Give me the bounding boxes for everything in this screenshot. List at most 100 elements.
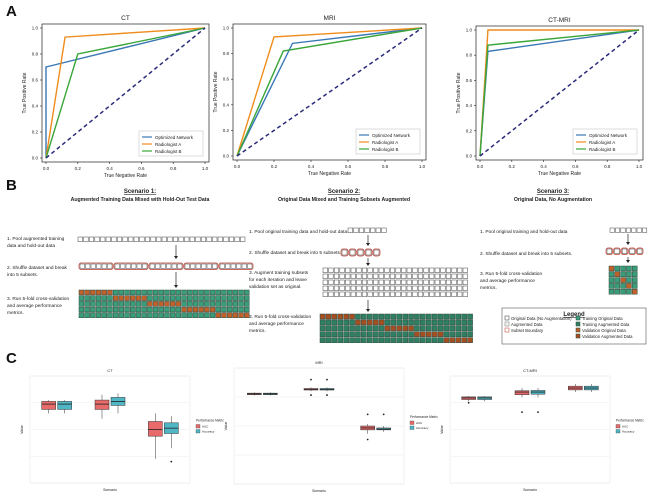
data-square [116,236,123,242]
legend-b-label: Training Augmented Data [582,322,630,327]
training-cell [361,331,367,338]
training-cell [152,312,159,318]
training-cell [175,295,182,301]
data-square [328,285,334,291]
validation-cell [198,306,204,313]
training-cell [396,331,403,338]
data-square [631,227,637,233]
step-text: metrics. [249,328,266,334]
data-square [367,285,373,291]
training-cell [455,313,462,320]
data-square [356,285,362,291]
box-title: CT [107,368,113,373]
training-cell [158,306,164,313]
validation-cell [147,301,153,307]
training-cell [112,301,119,307]
y-tick-label: 0.4 [32,104,39,109]
data-square [125,263,131,269]
subset-boundary [613,247,621,255]
data-square [451,267,457,273]
data-square [206,263,212,269]
data-square [417,279,424,285]
training-cell [420,337,426,343]
training-cell [124,289,130,296]
training-cell [147,289,153,296]
y-tick-label: 0.4 [466,103,473,108]
data-square [328,267,334,273]
validation-cell [192,306,199,313]
box-legend-swatch [195,429,201,434]
y-axis-label: True Positive Rate [456,72,462,113]
training-cell [378,313,385,320]
box-legend-title: Performance Metric [196,419,224,423]
arrow-head [366,243,370,246]
data-square [440,291,446,297]
subset-boundary [356,248,365,257]
training-cell [396,313,403,320]
scenario-subtitle: Augmented Training Data Mixed with Hold-… [71,197,210,203]
data-square [85,263,91,269]
y-tick-label: 1.0 [223,26,230,31]
data-square [429,273,435,279]
training-cell [158,295,164,301]
data-square [429,279,435,285]
training-cell [631,283,638,289]
step-text: 1. Pool original training data and hold-… [249,229,347,235]
validation-cell [209,306,216,313]
training-cell [361,325,367,332]
training-cell [169,312,176,318]
data-square [166,263,172,269]
training-cell [95,301,102,307]
data-square [440,267,446,273]
data-square [333,267,340,273]
data-square [339,285,345,291]
data-square [94,236,100,242]
training-cell [84,301,90,307]
legend-b-swatch [575,321,581,327]
data-square [462,273,468,279]
training-cell [467,319,473,326]
data-square [412,279,418,285]
data-square [412,291,418,297]
legend-b-label: Subset Boundary [511,328,544,333]
data-square [322,291,328,297]
training-cell [319,319,326,326]
training-cell [141,301,147,307]
outlier-point [326,378,328,381]
training-cell [141,306,147,313]
training-cell [215,289,221,296]
box-legend-title: Performance Metric [616,419,644,423]
data-square [77,236,83,242]
scenario-title: Scenario 2: [328,189,360,195]
training-cell [192,295,199,301]
validation-cell [355,319,361,326]
data-square [357,249,364,256]
data-square [131,263,137,269]
data-square [406,291,412,297]
step-text: and average performance [7,303,62,309]
data-square [434,267,440,273]
data-square [333,285,340,291]
data-square [240,236,246,242]
validation-cell [84,289,90,296]
data-square [144,236,151,242]
x-tick-label: 0.8 [382,164,389,169]
x-tick-label: 1.0 [202,166,209,171]
training-cell [384,331,391,338]
training-cell [366,313,373,320]
validation-cell [396,325,403,332]
validation-cell [130,295,136,301]
data-square [406,267,412,273]
box-y-axis-label: Value [224,422,228,431]
training-cell [372,331,379,338]
legend-b-label: Validation Augmented Data [582,334,633,339]
training-cell [437,337,444,343]
training-cell [124,312,130,318]
validation-cell [152,301,159,307]
step-text: into 5 subsets. [7,272,38,278]
data-square [451,291,457,297]
data-square [395,285,401,291]
validation-cell [319,313,326,320]
training-cell [337,319,344,326]
step-text: 3. Run 5-fold cross-validation [7,296,69,302]
